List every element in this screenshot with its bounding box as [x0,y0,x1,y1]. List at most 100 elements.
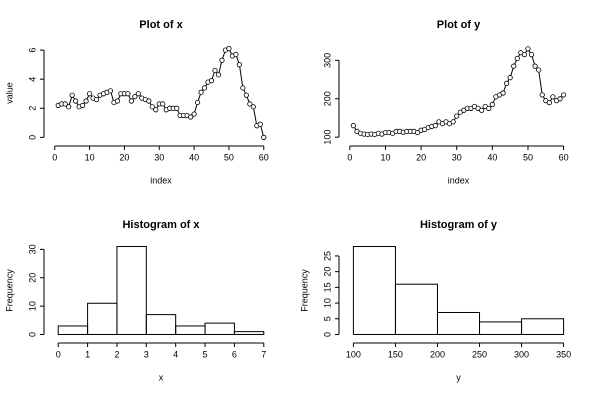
y-tick-label: 200 [322,91,332,106]
y-tick-label: 300 [322,53,332,68]
point [66,104,72,110]
x-tick-label: 3 [144,349,149,359]
y-tick-label: 5 [322,316,332,321]
x-tick-label: 4 [173,349,178,359]
point [93,96,100,103]
point [546,100,552,106]
point [247,101,253,107]
point [414,129,421,136]
x-tick-label: 40 [189,152,199,162]
x-axis-label: y [456,372,461,382]
x-tick-label: 250 [472,349,487,359]
x-tick-label: 60 [559,152,569,162]
point [521,51,528,58]
x-tick-label: 60 [259,152,269,162]
y-tick-label: 0 [27,135,37,140]
x-tick-label: 350 [556,349,571,359]
point [243,92,249,98]
point [511,63,517,69]
bar [436,311,481,335]
y-tick-label: 0 [27,332,37,337]
point [194,99,201,106]
bar [204,322,235,335]
point [128,98,134,104]
point [525,46,531,52]
y-tick-label: 15 [322,282,332,292]
point [257,121,263,127]
point [114,98,121,104]
x-tick-label: 20 [416,152,426,162]
point [215,72,222,78]
point [80,102,86,108]
y-tick-label: 10 [27,301,37,311]
x-tick-label: 5 [203,349,208,359]
point [212,67,218,74]
point [454,113,460,119]
x-tick-label: 7 [261,349,266,359]
y-tick-label: 6 [27,48,37,53]
y-tick-label: 20 [27,273,37,283]
point [557,96,563,102]
point [146,98,152,104]
chart-title: Histogram of x [122,219,200,231]
x-tick-label: 0 [347,152,352,162]
x-tick-label: 40 [487,152,497,162]
bar [233,331,265,335]
point [233,51,239,58]
x-tick-label: 50 [523,152,533,162]
x-tick-label: 6 [232,349,237,359]
point [550,94,556,100]
y-tick-label: 25 [322,251,332,261]
point [69,92,75,98]
x-axis-label: x [159,372,164,382]
bar [145,314,177,335]
y-tick-label: 0 [322,332,332,337]
x-tick-label: 30 [154,152,164,162]
bar [175,325,206,335]
point [86,91,93,97]
point [536,67,542,73]
point [479,107,485,113]
point [503,80,510,87]
point [226,46,232,52]
y-tick-label: 30 [27,244,37,254]
y-axis-label: Frequency [4,269,14,312]
point [198,89,204,95]
x-tick-label: 50 [224,152,234,162]
x-tick-label: 2 [114,349,119,359]
x-tick-label: 1 [85,349,90,359]
point [188,114,194,120]
y-axis-label: value [4,82,14,104]
point [62,101,68,107]
point [514,55,520,62]
bar [521,318,565,335]
point [250,104,256,110]
bar [394,283,438,335]
x-tick-label: 30 [452,152,462,162]
bar [479,321,523,335]
chart-title: Plot of y [437,19,481,31]
bar [87,302,118,335]
point [107,88,114,94]
point [528,51,535,58]
x-axis-label: index [448,175,470,185]
series-line [352,47,564,135]
point [432,123,438,129]
point [132,94,138,100]
point [83,98,89,104]
point [160,101,166,107]
point [261,134,267,140]
point [73,98,79,104]
point [350,123,357,129]
bar [352,246,396,335]
y-tick-label: 4 [27,77,37,82]
point [149,104,155,110]
x-tick-label: 150 [388,349,403,359]
x-axis-label: index [150,175,172,185]
y-tick-label: 20 [322,267,332,277]
bar [57,325,89,335]
point [191,111,197,117]
chart-title: Histogram of y [420,219,498,231]
x-tick-label: 20 [119,152,129,162]
x-tick-label: 0 [52,152,57,162]
